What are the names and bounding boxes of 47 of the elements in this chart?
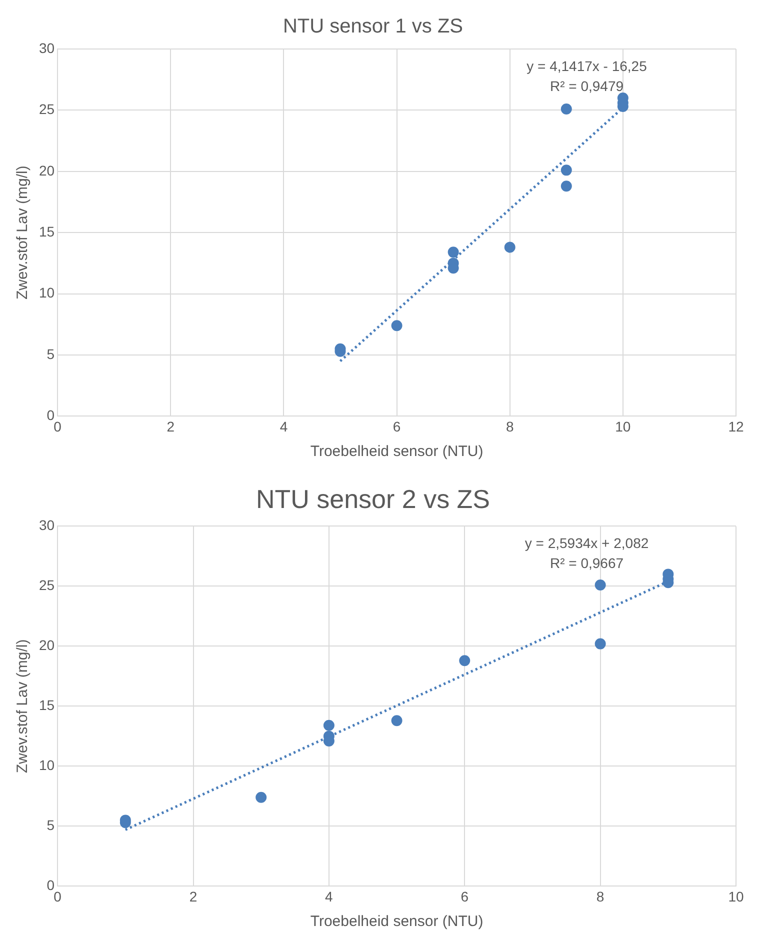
point	[594, 638, 606, 650]
annotation: R² = 0,9479	[550, 78, 624, 94]
y-tick-label: 30	[38, 517, 55, 534]
x-tick-label: 4	[280, 418, 288, 434]
y-tick-label: 0	[46, 877, 55, 894]
y-axis-title: Zwev.stof Lav (mg/l)	[14, 639, 32, 774]
y-tick-label: 15	[38, 697, 55, 714]
y-tick-label: 10	[38, 284, 55, 301]
y-tick-label: 15	[38, 223, 55, 240]
point	[391, 320, 402, 332]
x-axis-title: Troebelheid sensor (NTU)	[310, 913, 484, 930]
x-tick-label: 10	[728, 888, 744, 904]
point	[459, 655, 470, 666]
y-tick-label: 0	[46, 407, 55, 424]
x-tick-label: 12	[728, 418, 744, 434]
point	[391, 715, 402, 726]
y-tick-label: 20	[38, 637, 55, 654]
point	[594, 580, 606, 590]
x-tick-label: 2	[189, 888, 198, 904]
x-tick-label: 6	[460, 888, 469, 904]
y-tick-label: 10	[38, 757, 55, 774]
point	[560, 180, 572, 192]
point	[560, 103, 572, 114]
y-tick-label: 30	[38, 40, 55, 56]
x-tick-label: 6	[392, 418, 401, 434]
y-tick-label: 20	[38, 162, 55, 178]
annotation: y = 2,5934x + 2,082	[524, 535, 649, 552]
y-axis-title: Zwev.stof Lav (mg/l)	[14, 166, 32, 300]
point	[504, 242, 516, 253]
point	[560, 164, 572, 176]
y-tick-label: 25	[38, 577, 55, 594]
x-tick-label: 4	[325, 888, 334, 904]
point	[448, 246, 459, 258]
x-tick-label: 8	[506, 418, 514, 434]
y-tick-label: 5	[46, 346, 55, 362]
chart-title: NTU sensor 2 vs ZS	[256, 484, 490, 514]
y-tick-label: 25	[38, 101, 55, 118]
chart-title: NTU sensor 1 vs ZS	[282, 16, 464, 38]
x-tick-label: 2	[166, 418, 175, 434]
y-tick-label: 5	[46, 817, 55, 834]
annotation: R² = 0,9667	[550, 555, 624, 572]
point	[256, 792, 267, 803]
annotation: y = 4,1417x - 16,25	[526, 58, 648, 74]
x-tick-label: 10	[615, 418, 631, 434]
x-tick-label: 8	[596, 888, 604, 904]
point	[323, 720, 334, 731]
x-axis-title: Troebelheid sensor (NTU)	[310, 443, 484, 460]
